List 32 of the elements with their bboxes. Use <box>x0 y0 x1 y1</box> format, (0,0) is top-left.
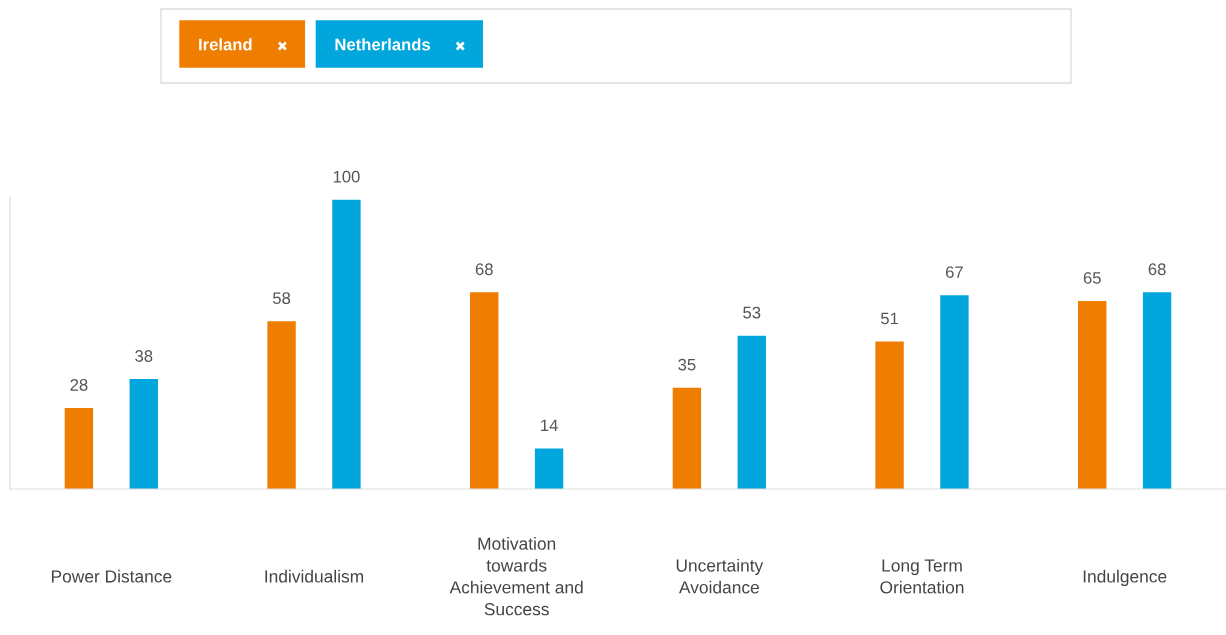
data-label: 68 <box>1148 263 1166 276</box>
bar <box>672 387 702 489</box>
x-tick-label: Indulgence <box>1083 569 1167 587</box>
bar <box>534 448 564 489</box>
x-tick-label: Motivation towards Achievement and Success <box>449 537 583 616</box>
data-label: 38 <box>135 350 153 362</box>
bar <box>64 407 94 489</box>
text: Netherlands <box>335 38 431 51</box>
data-label: 65 <box>1083 272 1101 284</box>
bar <box>1078 300 1107 489</box>
x-tick-label: Uncertainty Avoidance <box>676 558 764 594</box>
x-tick-label: Individualism <box>265 569 364 583</box>
data-label: 35 <box>678 358 696 371</box>
x-tick-label: Power Distance <box>51 569 172 583</box>
data-label: 68 <box>475 263 493 276</box>
bar <box>129 379 158 489</box>
data-label: 14 <box>541 419 558 432</box>
data-label: 58 <box>272 292 291 305</box>
bar <box>1142 292 1172 489</box>
data-label: 67 <box>946 266 963 279</box>
bar <box>875 341 904 489</box>
data-label: 53 <box>743 306 761 319</box>
x-tick-label: Long Term Orientation <box>880 559 964 594</box>
text: Ireland <box>199 38 252 51</box>
bar <box>332 199 361 489</box>
data-label: 51 <box>880 312 899 325</box>
data-label: 28 <box>70 378 88 391</box>
bar <box>267 321 296 489</box>
bar <box>940 295 969 489</box>
bar <box>737 335 766 489</box>
data-label: 100 <box>333 170 360 183</box>
bar <box>470 292 499 489</box>
